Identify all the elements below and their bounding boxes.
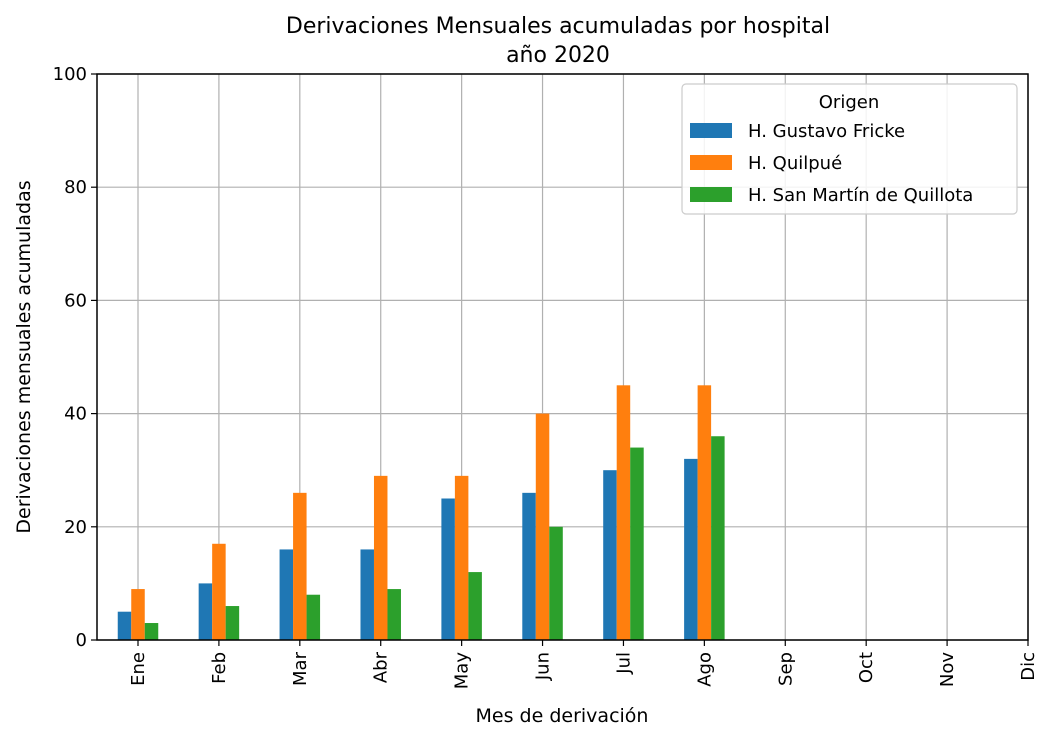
legend-swatch (690, 155, 732, 170)
bar (373, 475, 388, 640)
x-axis: Ene Feb Mar Abr May Jun Jul Ago Sep Oct Nov Dic (128, 640, 1039, 689)
legend-title: Origen (819, 92, 879, 113)
bar (131, 589, 145, 640)
bar (616, 385, 631, 640)
x-tick-label: Jun (533, 652, 554, 681)
bar (549, 526, 563, 640)
bar (603, 470, 617, 640)
bar (198, 583, 213, 640)
bar (535, 413, 550, 640)
bar (454, 475, 469, 640)
legend-box (681, 83, 1018, 215)
legend-label: H. Gustavo Fricke (748, 121, 905, 142)
x-tick-label: Feb (209, 652, 230, 684)
legend: Origen H. Gustavo Fricke H. Quilpué H. San… (681, 83, 1018, 215)
y-tick-label: 100 (53, 64, 87, 85)
bar (684, 458, 698, 640)
x-tick-label: Dic (1018, 652, 1039, 681)
chart-title-line-2: año 2020 (506, 43, 610, 68)
bar (711, 436, 725, 640)
legend-label: H. Quilpué (748, 153, 842, 174)
legend-label: H. San Martín de Quillota (748, 185, 973, 206)
x-tick-label: Jul (613, 652, 634, 675)
bar (279, 549, 294, 640)
bar (117, 611, 132, 640)
x-tick-label: Oct (856, 652, 877, 683)
x-tick-label: Nov (937, 652, 958, 687)
y-tick-label: 80 (64, 177, 87, 198)
chart-title-line-1: Derivaciones Mensuales acumuladas por ho… (286, 14, 830, 39)
x-tick-label: Sep (775, 652, 796, 686)
bar (630, 447, 644, 640)
y-axis-label: Derivaciones mensuales acumuladas (13, 180, 35, 533)
x-tick-label: Ago (694, 652, 715, 687)
x-tick-label: May (452, 652, 473, 690)
bar (360, 549, 374, 640)
bar (697, 385, 712, 640)
bar (441, 498, 455, 640)
y-axis: 0 20 40 60 80 100 (53, 64, 97, 651)
bar (468, 572, 482, 640)
y-tick-label: 20 (64, 517, 87, 538)
bar (225, 606, 240, 640)
x-axis-label: Mes de derivación (476, 705, 649, 727)
bar (144, 623, 159, 640)
bar (293, 492, 307, 640)
x-tick-label: Mar (290, 651, 311, 686)
bar (212, 543, 226, 640)
x-tick-label: Ene (128, 652, 149, 686)
y-tick-label: 60 (64, 290, 87, 311)
bar (387, 589, 401, 640)
bar (306, 594, 321, 640)
bars (117, 385, 725, 640)
plot-frame (96, 73, 1029, 641)
x-tick-label: Abr (371, 651, 392, 683)
legend-swatch (690, 123, 732, 138)
legend-swatch (690, 187, 732, 202)
y-tick-label: 40 (64, 404, 87, 425)
bar (522, 492, 536, 640)
y-tick-label: 0 (76, 630, 87, 651)
